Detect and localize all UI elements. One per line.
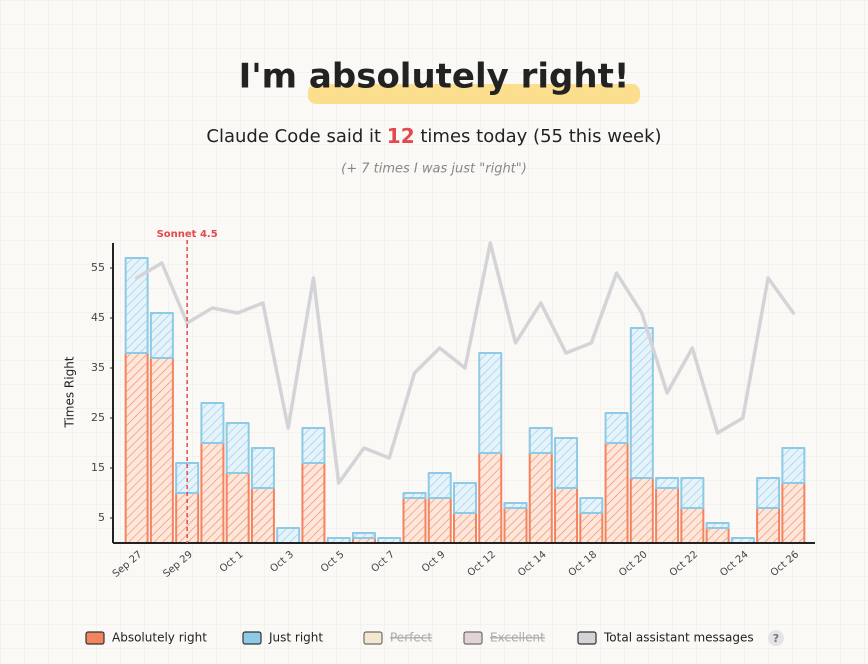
legend-label: Total assistant messages [603, 631, 754, 645]
bar-segment [301, 427, 326, 464]
y-tick-label: 45 [91, 311, 105, 324]
bar-segment [149, 312, 174, 359]
bar-segment [402, 492, 427, 499]
y-tick-label: 15 [91, 461, 105, 474]
legend-swatch [85, 631, 105, 645]
subtitle-text: times today (55 this week) [420, 126, 661, 147]
chart-title: I'm absolutely right! [239, 57, 630, 97]
legend-item[interactable]: Total assistant messages [577, 631, 754, 645]
bar-segment [680, 507, 705, 544]
bar-segment [351, 532, 376, 539]
help-label: ? [773, 632, 779, 645]
y-tick-label: 55 [91, 261, 105, 274]
bar-segment [427, 472, 452, 499]
bar-segment [225, 472, 250, 544]
bar-segment [554, 437, 579, 489]
y-tick-label: 25 [91, 411, 105, 424]
title-highlight [308, 84, 640, 104]
bar-segment [427, 497, 452, 544]
y-axis-label: Times Right [63, 356, 77, 428]
legend-swatch [242, 631, 262, 645]
legend-swatch [577, 631, 597, 645]
legend-swatch [463, 631, 483, 645]
bar-segment [149, 357, 174, 544]
bar-segment [756, 477, 781, 509]
bar-segment [781, 447, 806, 484]
bar-segment [629, 477, 654, 544]
legend-item[interactable]: Excellent [463, 631, 545, 645]
bar-segment [604, 442, 629, 544]
bar-segment [629, 327, 654, 479]
legend-item[interactable]: Just right [242, 631, 323, 645]
bar-segment [705, 522, 730, 529]
bar-segment [756, 507, 781, 544]
bar-segment [200, 442, 225, 544]
bar-segment [655, 477, 680, 489]
bar-segment [655, 487, 680, 544]
legend-label: Absolutely right [112, 631, 207, 645]
bar-segment [453, 512, 477, 544]
y-tick-label: 35 [91, 361, 105, 374]
subtitle-text: Claude Code said it [206, 126, 381, 147]
bar-segment [503, 502, 528, 509]
bar-segment [579, 512, 604, 544]
bar-segment [250, 487, 275, 544]
subtitle-count: 12 [387, 124, 415, 148]
bar-segment [478, 452, 503, 544]
bar-segment [680, 477, 705, 509]
bar-segment [250, 447, 275, 489]
note: (+ 7 times I was just "right") [341, 162, 527, 177]
subtitle: Claude Code said it 12 times today (55 t… [206, 124, 661, 148]
bar-segment [478, 352, 503, 454]
legend-swatch [363, 631, 383, 645]
bar-segment [225, 422, 250, 474]
bar-segment [301, 462, 326, 544]
bar-segment [124, 352, 149, 544]
bar-segment [528, 452, 553, 544]
legend-item[interactable]: Absolutely right [85, 631, 207, 645]
bar-segment [276, 527, 301, 544]
line-series [134, 241, 796, 485]
bar-segment [528, 427, 553, 454]
legend-label: Just right [268, 631, 323, 645]
y-tick-label: 5 [98, 511, 105, 524]
help-button[interactable]: ? [768, 630, 784, 646]
bar-segment [503, 507, 528, 544]
bar-segment [579, 497, 604, 514]
annotation-label: Sonnet 4.5 [157, 229, 218, 240]
bar-segment [604, 412, 629, 444]
bar-segment [554, 487, 579, 544]
legend-item[interactable]: Perfect [363, 631, 432, 645]
help-circle [768, 630, 784, 646]
bar-segment [781, 482, 806, 544]
bar-segment [200, 402, 225, 444]
bar-segment [124, 257, 149, 354]
bar-segment [402, 497, 427, 544]
bar-segment [453, 482, 477, 514]
bar-segment [705, 527, 730, 544]
